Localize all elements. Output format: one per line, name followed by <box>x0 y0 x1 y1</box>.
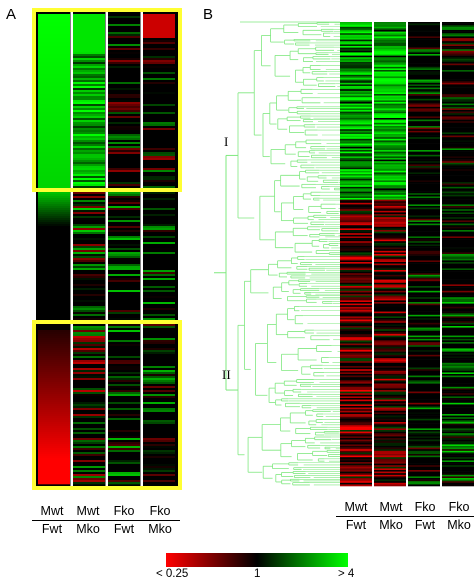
highlight-box-bottom <box>32 320 182 490</box>
panel-b-heatmap <box>340 22 474 487</box>
panel-b-col-label-4: Fko Mko <box>439 500 474 533</box>
cluster-label-i: I <box>224 134 229 149</box>
highlight-box-top <box>32 8 182 192</box>
panel-a-col-label-2: Mwt Mko <box>68 504 108 537</box>
panel-b-col-label-3: Fko Fwt <box>405 500 445 533</box>
color-scale-min-label: < 0.25 <box>156 568 189 580</box>
panel-b-col-label-1: Mwt Fwt <box>336 500 376 533</box>
panel-a-col-label-1: Mwt Fwt <box>32 504 72 537</box>
color-scale-max-label: > 4 <box>338 568 355 580</box>
color-scale-bar <box>166 553 348 567</box>
panel-a-label: A <box>6 6 17 23</box>
panel-a-heatmap <box>32 8 182 490</box>
panel-a-col-label-4: Fko Mko <box>140 504 180 537</box>
panel-b-dendrogram <box>214 21 350 486</box>
panel-b-col-label-2: Mwt Mko <box>371 500 411 533</box>
color-scale-mid-label: 1 <box>254 568 261 580</box>
panel-b-label: B <box>203 6 214 23</box>
cluster-label-ii: II <box>222 367 231 382</box>
panel-a-col-label-3: Fko Fwt <box>104 504 144 537</box>
